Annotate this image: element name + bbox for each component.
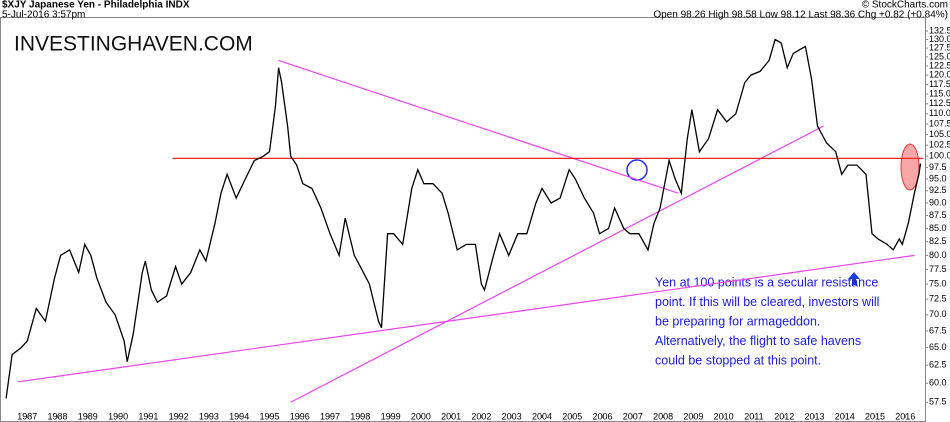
y-tick-label: 80.0	[929, 250, 947, 260]
y-tick-label: 105.0	[929, 129, 950, 139]
highlight-ellipse	[900, 143, 920, 191]
x-tick-label: 2012	[774, 411, 794, 421]
x-tick-label: 2016	[895, 411, 915, 421]
y-tick-label: 127.5	[929, 42, 950, 52]
y-tick-label: 122.5	[929, 60, 950, 70]
x-tick-label: 1994	[229, 411, 249, 421]
y-tick-label: 102.5	[929, 140, 950, 150]
x-tick-label: 1988	[48, 411, 68, 421]
y-tick-label: 90.0	[929, 197, 947, 207]
x-tick-label: 2008	[653, 411, 673, 421]
date: 5-Jul-2016 3:57pm	[2, 10, 85, 21]
watermark: INVESTINGHAVEN.COM	[14, 33, 253, 56]
x-tick-label: 2015	[865, 411, 885, 421]
x-tick-label: 1996	[290, 411, 310, 421]
x-tick-label: 1992	[169, 411, 189, 421]
x-tick-label: 2005	[562, 411, 582, 421]
x-tick-label: 1995	[259, 411, 279, 421]
y-tick-label: 95.0	[929, 173, 947, 183]
x-tick-label: 1990	[108, 411, 128, 421]
y-tick-label: 130.0	[929, 34, 950, 44]
annotation-line: point. If this will be cleared, investor…	[655, 295, 879, 309]
y-tick-label: 120.0	[929, 69, 950, 79]
y-tick-label: 72.5	[929, 294, 947, 304]
annotation-line: Alternatively, the flight to safe havens	[655, 334, 861, 348]
y-tick-label: 107.5	[929, 118, 950, 128]
y-tick-label: 100.0	[929, 151, 950, 161]
x-tick-label: 2011	[744, 411, 763, 421]
y-tick-label: 62.5	[929, 360, 947, 370]
y-tick-label: 77.5	[929, 264, 947, 274]
x-tick-label: 1991	[138, 411, 158, 421]
x-tick-label: 2002	[471, 411, 491, 421]
annotation-line: be preparing for armageddon.	[655, 314, 820, 328]
y-tick-label: 57.5	[929, 397, 947, 407]
y-tick-label: 117.5	[929, 79, 950, 89]
quote: Open 98.26 High 98.58 Low 98.12 Last 98.…	[653, 10, 948, 21]
x-tick-label: 1999	[381, 411, 401, 421]
y-tick-label: 70.0	[929, 309, 947, 319]
arrow	[848, 272, 860, 285]
x-tick-label: 2000	[411, 411, 431, 421]
y-tick-label: 125.0	[929, 51, 950, 61]
y-tick-label: 82.5	[929, 236, 947, 246]
trendline	[278, 59, 679, 194]
y-tick-label: 110.0	[929, 108, 950, 118]
y-tick-label: 115.0	[929, 88, 950, 98]
y-tick-label: 75.0	[929, 278, 947, 288]
x-tick-label: 2009	[683, 411, 703, 421]
y-tick-label: 87.5	[929, 210, 947, 220]
y-tick-label: 112.5	[929, 98, 950, 108]
x-tick-label: 1997	[320, 411, 340, 421]
x-tick-label: 1998	[350, 411, 370, 421]
x-tick-label: 2010	[714, 411, 734, 421]
symbol: $XJY Japanese Yen - Philadelphia INDX	[2, 0, 190, 11]
annotation-line: could be stopped at this point.	[655, 353, 821, 367]
x-tick-label: 2001	[441, 411, 461, 421]
source: © StockCharts.com	[862, 0, 948, 11]
x-tick-label: 2003	[502, 411, 522, 421]
x-tick-label: 2007	[623, 411, 643, 421]
x-tick-label: 1989	[78, 411, 98, 421]
y-tick-label: 67.5	[929, 325, 947, 335]
annotation-line: Yen at 100 points is a secular resistanc…	[655, 275, 878, 289]
x-tick-label: 2013	[804, 411, 824, 421]
x-tick-label: 1993	[199, 411, 219, 421]
trendline	[18, 254, 915, 383]
price-line	[5, 38, 922, 399]
plot-frame	[0, 17, 926, 422]
y-tick-label: 85.0	[929, 223, 947, 233]
y-tick-label: 97.5	[929, 162, 947, 172]
x-tick-label: 2006	[593, 411, 613, 421]
y-tick-label: 65.0	[929, 342, 947, 352]
trendline	[290, 125, 824, 403]
x-tick-label: 2014	[835, 411, 855, 421]
y-tick-label: 132.5	[929, 25, 950, 35]
x-tick-label: 2004	[532, 411, 552, 421]
annotation: Yen at 100 points is a secular resistanc…	[655, 275, 879, 367]
y-tick-label: 60.0	[929, 378, 947, 388]
y-tick-label: 92.5	[929, 185, 947, 195]
x-tick-label: 1987	[17, 411, 37, 421]
